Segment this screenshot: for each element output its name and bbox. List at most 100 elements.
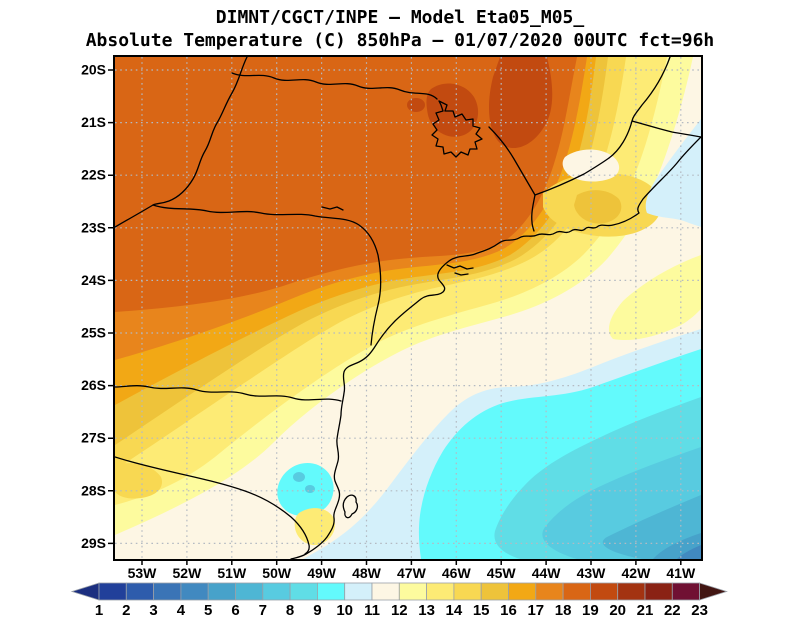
es-coast-ocean-sliver (645, 119, 701, 227)
mg-border-east (488, 126, 536, 196)
band-19-blob (407, 98, 425, 112)
reservoir-squiggle (321, 206, 474, 276)
colorbar-segment (180, 582, 209, 601)
lon-label: 51W (217, 565, 247, 581)
colorbar-segment (644, 582, 673, 601)
colorbar-label: 7 (259, 602, 267, 618)
colorbar-segment (316, 582, 346, 601)
lat-axis: 20S 21S 22S 23S 24S 25S 26S 27S 28S 29S (81, 62, 106, 551)
lon-label: 42W (622, 565, 652, 581)
colorbar-label: 14 (446, 602, 463, 618)
colorbar-segments (98, 582, 700, 601)
lon-label: 44W (532, 565, 562, 581)
lat-label: 23S (81, 219, 106, 235)
lat-ticks (108, 69, 114, 545)
colorbar-segment (426, 582, 455, 601)
colorbar-segment (535, 582, 564, 601)
lat-label: 21S (81, 114, 106, 130)
colorbar-label: 23 (691, 602, 708, 618)
coastline (290, 136, 701, 559)
lon-label: 47W (397, 565, 427, 581)
colorbar-label: 3 (149, 602, 157, 618)
colorbar-segment (235, 582, 264, 601)
colorbar-label: 18 (555, 602, 572, 618)
title-line-2: Absolute Temperature (C) 850hPa – 01/07/… (86, 30, 715, 51)
lat-label: 29S (81, 535, 106, 551)
lon-ticks (141, 560, 682, 565)
colorbar-left-arrow (70, 582, 100, 601)
band-19-blob (488, 57, 553, 149)
colorbar-segment (480, 582, 509, 601)
colorbar-segment (153, 582, 182, 601)
colorbar-label: 19 (582, 602, 599, 618)
colorbar-segment (98, 582, 127, 601)
colorbar-label: 21 (637, 602, 654, 618)
lat-label: 28S (81, 482, 106, 498)
colorbar-label: 15 (473, 602, 490, 618)
florianopolis-island (342, 494, 359, 519)
lon-label: 53W (128, 565, 158, 581)
colorbar-segment (125, 582, 155, 601)
lat-label: 22S (81, 167, 106, 183)
colorbar-label: 16 (500, 602, 517, 618)
title-line-1: DIMNT/CGCT/INPE – Model Eta05_M05_ (216, 7, 585, 28)
lon-label: 48W (352, 565, 382, 581)
colorbar-segment (590, 582, 619, 601)
sc-cold-core (305, 485, 315, 493)
map-plot (115, 57, 701, 559)
sc-cold-core (293, 472, 305, 482)
colorbar-right-arrow (699, 582, 728, 601)
axis-ticks (108, 69, 682, 565)
lon-label: 52W (173, 565, 203, 581)
sc-rs-border (115, 456, 310, 555)
colorbar: 1 2 3 4 5 6 7 8 9 10 11 12 13 14 15 16 1… (70, 582, 728, 618)
parana-river-border (115, 57, 248, 228)
es-rj-border (631, 120, 701, 138)
colorbar-segment (262, 582, 291, 601)
colorbar-segment (371, 582, 400, 601)
colorbar-label: 22 (664, 602, 681, 618)
colorbar-segment (453, 582, 482, 601)
rio-warm-core (574, 190, 622, 224)
colorbar-label: 5 (204, 602, 212, 618)
colorbar-segment (617, 582, 646, 601)
rj-mg-border (534, 157, 610, 196)
grid (115, 57, 701, 559)
lon-label: 45W (487, 565, 517, 581)
lat-label: 25S (81, 325, 106, 341)
colorbar-segment (508, 582, 537, 601)
colorbar-segment (289, 582, 318, 601)
lat-label: 24S (81, 272, 106, 288)
lat-label: 26S (81, 377, 106, 393)
colorbar-labels: 1 2 3 4 5 6 7 8 9 10 11 12 13 14 15 16 1… (95, 602, 708, 618)
map-frame (113, 55, 703, 561)
colorbar-segment (562, 582, 591, 601)
colorbar-segment (344, 582, 373, 601)
sp-pr-border (152, 204, 382, 346)
band-19-blob (426, 83, 479, 137)
colorbar-label: 9 (313, 602, 321, 618)
mantiqueira-cold-spot (562, 149, 620, 182)
lat-label: 27S (81, 430, 106, 446)
sc-coast-warm-blob (294, 508, 335, 546)
band-4-ocean-corner (677, 545, 701, 559)
furnas-lake (431, 100, 483, 158)
lon-label: 46W (442, 565, 472, 581)
colorbar-segment (671, 582, 700, 601)
pr-sc-border (115, 385, 342, 402)
west-gold-blob (115, 463, 163, 499)
lon-label: 49W (307, 565, 337, 581)
sp-rj-border (531, 194, 536, 232)
mg-es-border (608, 57, 671, 159)
lon-label: 43W (577, 565, 607, 581)
colorbar-segment (207, 582, 236, 601)
colorbar-label: 12 (391, 602, 408, 618)
sp-mg-border (231, 72, 438, 100)
colorbar-label: 1 (95, 602, 103, 618)
lat-label: 20S (81, 62, 106, 78)
meridian-gridlines (141, 57, 682, 559)
temperature-field (115, 57, 701, 559)
offshore-rio-warm-blob (608, 255, 701, 341)
colorbar-label: 6 (231, 602, 239, 618)
